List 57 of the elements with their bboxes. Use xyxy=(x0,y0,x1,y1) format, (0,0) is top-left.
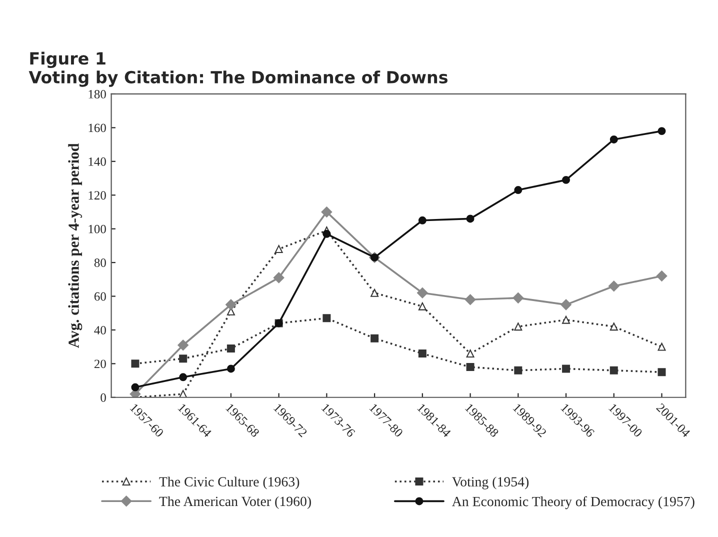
point xyxy=(466,214,474,223)
y-tick-label: 60 xyxy=(94,292,106,301)
y-tick-label: 0 xyxy=(100,393,106,402)
point xyxy=(514,186,522,194)
point xyxy=(179,390,188,398)
point xyxy=(418,302,426,310)
point xyxy=(131,383,140,392)
point xyxy=(464,294,476,306)
point xyxy=(562,316,570,324)
legend-label: The American Voter (1960) xyxy=(159,496,311,509)
point xyxy=(562,176,570,184)
point xyxy=(273,272,284,284)
point xyxy=(610,135,618,144)
point xyxy=(610,366,618,374)
y-tick-label: 40 xyxy=(94,326,106,334)
point xyxy=(418,350,426,358)
chart-subtitle: Voting by Citation: The Dominance of Downs xyxy=(28,70,448,87)
point xyxy=(658,342,666,351)
point xyxy=(656,270,668,282)
point xyxy=(416,287,428,298)
y-tick-label: 20 xyxy=(94,360,106,368)
point xyxy=(466,363,474,372)
y-tick-label: 140 xyxy=(88,157,106,166)
point xyxy=(370,288,379,297)
point xyxy=(178,340,189,351)
point xyxy=(658,127,666,136)
point xyxy=(226,364,235,373)
y-tick-label: 180 xyxy=(88,90,106,98)
point xyxy=(418,216,426,224)
y-tick-label: 80 xyxy=(94,258,106,267)
point xyxy=(512,292,524,304)
chart-title: Figure 1 xyxy=(30,52,106,68)
legend-label: The Civic Culture (1963) xyxy=(159,476,300,490)
legend-label: An Economic Theory of Democracy (1957) xyxy=(452,496,694,510)
point xyxy=(322,230,331,238)
point xyxy=(560,299,572,310)
point xyxy=(562,364,570,373)
point xyxy=(179,354,188,363)
point xyxy=(274,245,283,254)
point xyxy=(658,368,666,376)
point xyxy=(514,366,522,374)
point xyxy=(321,206,332,218)
point xyxy=(370,334,379,342)
point xyxy=(179,373,188,382)
legend-label: Voting (1954) xyxy=(452,476,529,490)
point xyxy=(514,322,522,331)
y-tick-label: 120 xyxy=(88,191,106,200)
point xyxy=(608,280,620,292)
y-tick-label: 100 xyxy=(88,224,106,234)
point xyxy=(131,360,140,368)
point xyxy=(466,350,474,358)
point xyxy=(226,344,235,352)
y-axis-title: Avg. citations per 4-year period xyxy=(68,143,82,348)
point xyxy=(226,299,236,310)
y-tick-label: 160 xyxy=(88,124,106,132)
point xyxy=(322,314,331,322)
point xyxy=(610,322,618,331)
